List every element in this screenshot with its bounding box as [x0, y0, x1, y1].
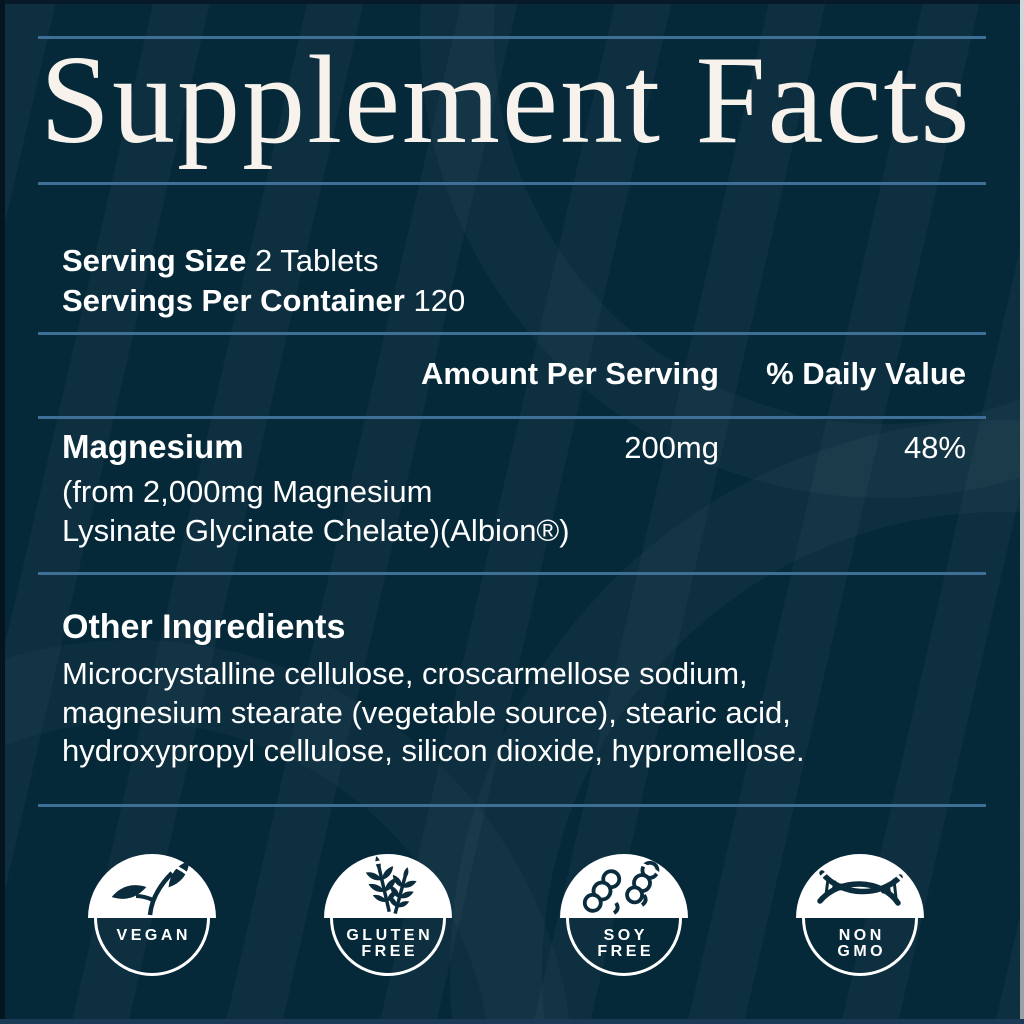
nutrient-name: Magnesium	[62, 428, 244, 465]
badge-soy-free: SOY FREE	[558, 851, 690, 983]
nutrient-daily-value: 48%	[903, 430, 966, 465]
other-ingredients-heading: Other Ingredients	[62, 608, 346, 646]
divider	[38, 332, 986, 335]
divider	[38, 182, 986, 185]
image-edge	[1020, 0, 1024, 1024]
divider	[38, 572, 986, 575]
servings-per-container-value: 120	[413, 283, 466, 318]
image-edge	[0, 0, 1024, 4]
table-header-row: Amount Per Serving % Daily Value	[62, 356, 966, 392]
badge-non-gmo-label: NON GMO	[837, 927, 887, 960]
nutrient-detail-line: (from 2,000mg Magnesium	[62, 474, 433, 509]
other-ingredients-line: hydroxypropyl cellulose, silicon dioxide…	[62, 733, 805, 768]
serving-info: Serving Size 2 Tablets Servings Per Cont…	[62, 241, 465, 321]
leaf-sprout-icon	[88, 854, 216, 976]
badge-soy-free-label: SOY FREE	[597, 927, 655, 960]
nutrient-detail: (from 2,000mg Magnesium Lysinate Glycina…	[62, 472, 570, 550]
badge-gluten-free: GLUTEN FREE	[322, 851, 454, 983]
servings-per-container-label: Servings Per Container	[62, 283, 405, 318]
other-ingredients-line: magnesium stearate (vegetable source), s…	[62, 694, 791, 730]
serving-size-label: Serving Size	[62, 243, 247, 278]
amount-per-serving-header: Amount Per Serving	[421, 356, 719, 391]
image-edge	[0, 1019, 1024, 1024]
nutrient-detail-line: Lysinate Glycinate Chelate)(Albion®)	[62, 513, 570, 548]
badge-vegan: VEGAN	[86, 851, 218, 983]
badge-non-gmo: NON GMO	[794, 851, 926, 983]
serving-size-value: 2 Tablets	[254, 243, 379, 278]
wheat-icon	[324, 854, 452, 976]
image-edge	[0, 0, 5, 1024]
dna-helix-icon	[796, 854, 924, 976]
divider	[38, 36, 986, 39]
divider	[38, 416, 986, 419]
servings-per-container-line: Servings Per Container 120	[62, 281, 465, 321]
badge-gluten-free-label: GLUTEN FREE	[346, 927, 434, 960]
other-ingredients-text: Microcrystalline cellulose, croscarmello…	[62, 655, 805, 771]
badge-vegan-label: VEGAN	[116, 927, 191, 944]
nutrient-amount: 200mg	[624, 430, 719, 465]
daily-value-header: % Daily Value	[766, 356, 966, 391]
serving-size-line: Serving Size 2 Tablets	[62, 241, 465, 281]
table-row: Magnesium 200mg 48%	[62, 428, 966, 466]
soybean-pods-icon	[560, 854, 688, 976]
divider	[38, 804, 986, 807]
other-ingredients-line: Microcrystalline cellulose, croscarmello…	[62, 656, 748, 691]
page-title: Supplement Facts	[40, 31, 972, 170]
